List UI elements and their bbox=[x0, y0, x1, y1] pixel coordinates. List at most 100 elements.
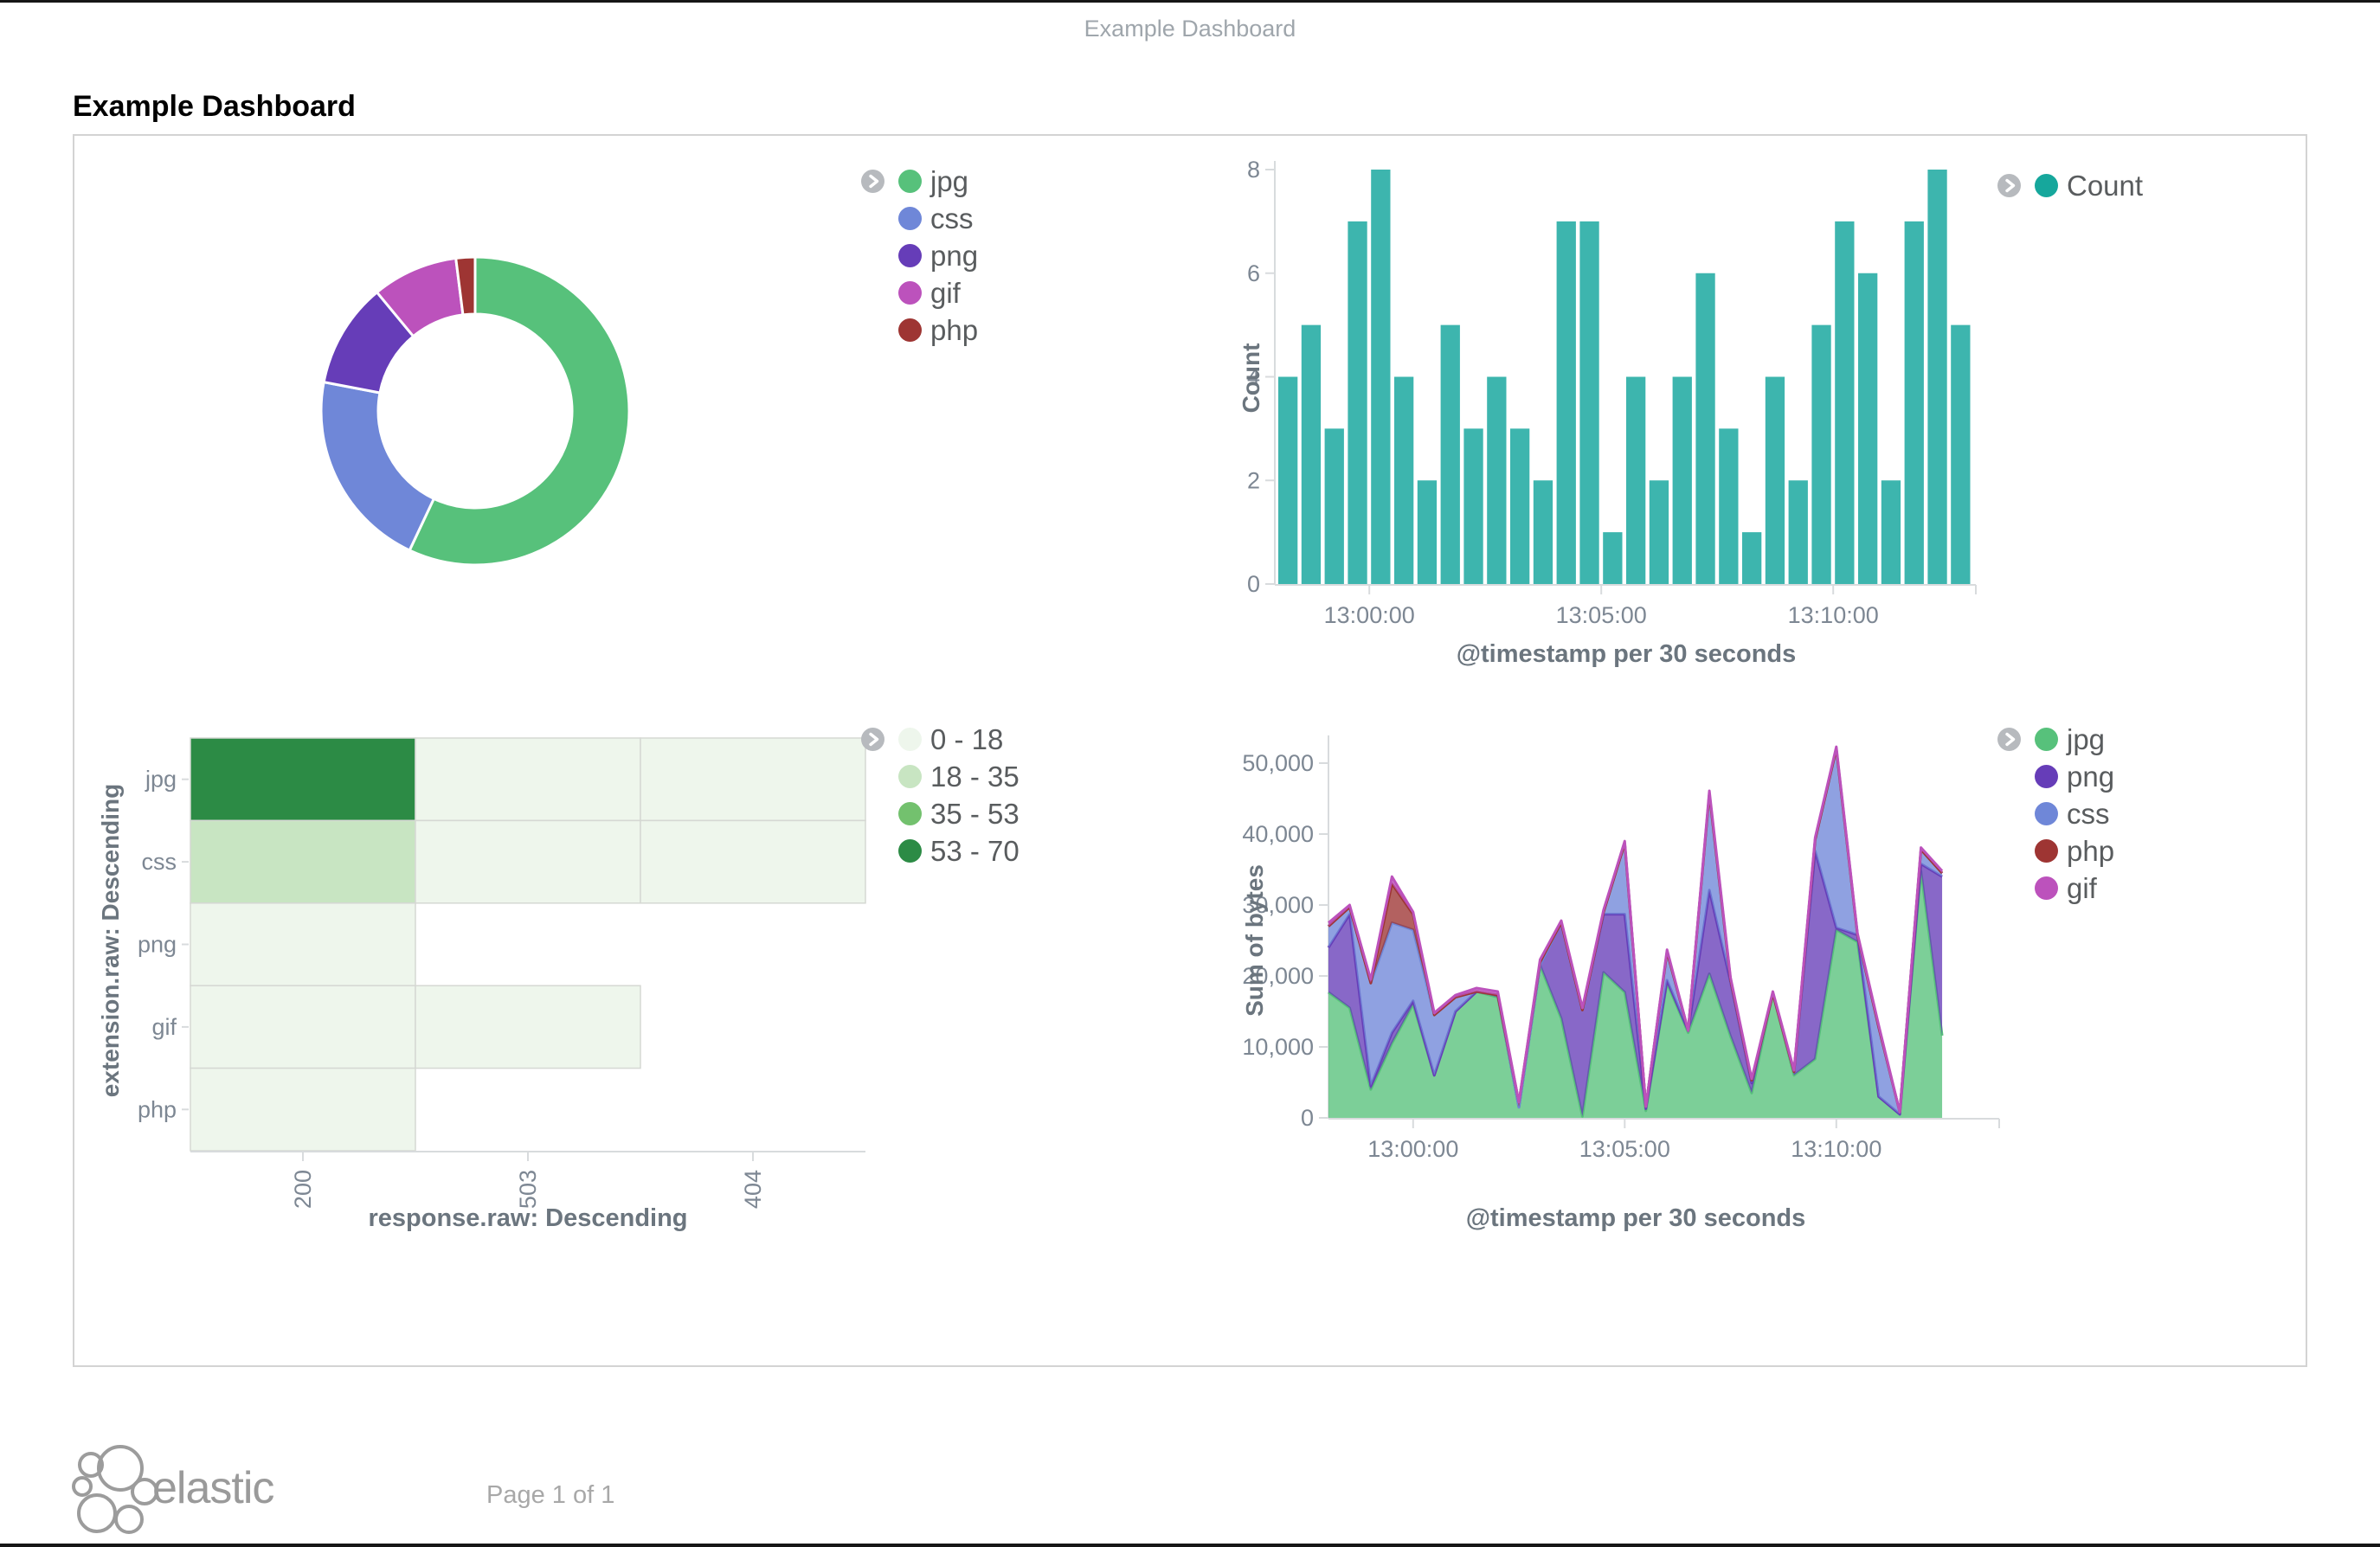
count-bar[interactable] bbox=[1463, 428, 1483, 584]
bar-ytick-label: 8 bbox=[1247, 157, 1260, 183]
count-bar[interactable] bbox=[1324, 428, 1344, 584]
heatmap-legend: 0 - 18 18 - 35 35 - 53 53 - 70 bbox=[861, 722, 1020, 865]
heatmap-cell-css-503[interactable] bbox=[415, 819, 641, 904]
heatmap-row-label: css bbox=[142, 849, 177, 875]
count-bar[interactable] bbox=[1695, 273, 1715, 584]
legend-dot-icon bbox=[2035, 876, 2058, 900]
elastic-wordmark: elastic bbox=[152, 1463, 274, 1513]
count-bar[interactable] bbox=[1603, 532, 1623, 584]
report-header-title: Example Dashboard bbox=[1084, 16, 1296, 42]
count-bar[interactable] bbox=[1626, 376, 1646, 585]
count-bar[interactable] bbox=[1788, 480, 1808, 584]
count-bar[interactable] bbox=[1556, 221, 1576, 584]
bytes-area-chart[interactable]: 0 10,000 20,000 30,000 40,000 50,000 13:00:00 1… bbox=[1220, 727, 2017, 1263]
area-ytick-label: 30,000 bbox=[1242, 892, 1314, 918]
legend-item-gif[interactable]: gif bbox=[1997, 874, 2114, 902]
heatmap-col-label: 503 bbox=[515, 1170, 541, 1209]
bar-xaxis-title: @timestamp per 30 seconds bbox=[1456, 640, 1797, 668]
legend-item-png[interactable]: png bbox=[861, 239, 979, 272]
bar-xtick-label: 13:10:00 bbox=[1788, 602, 1879, 628]
donut-slice-css[interactable] bbox=[319, 381, 435, 552]
donut-slice-php[interactable] bbox=[454, 255, 477, 317]
legend-item-jpg[interactable]: jpg bbox=[861, 164, 978, 197]
count-bar[interactable] bbox=[1881, 480, 1901, 584]
count-bar[interactable] bbox=[1533, 480, 1553, 584]
count-bar[interactable] bbox=[1301, 324, 1322, 584]
chevron-right-icon[interactable] bbox=[861, 169, 884, 193]
legend-label: 35 - 53 bbox=[930, 797, 1020, 830]
heatmap-cell-jpg-404[interactable] bbox=[640, 737, 866, 822]
legend-dot-icon bbox=[2035, 727, 2058, 751]
count-bar[interactable] bbox=[1417, 480, 1438, 584]
donut-slice-jpg[interactable] bbox=[408, 255, 631, 567]
chevron-right-icon[interactable] bbox=[861, 727, 884, 751]
chevron-right-icon[interactable] bbox=[1997, 173, 2021, 197]
count-bar[interactable] bbox=[1371, 170, 1391, 584]
heatmap-cell-css-404[interactable] bbox=[640, 819, 866, 904]
legend-dot-icon bbox=[898, 838, 922, 863]
legend-dot-icon bbox=[2035, 838, 2058, 863]
count-bar[interactable] bbox=[1742, 532, 1762, 584]
area-ytick-label: 20,000 bbox=[1242, 963, 1314, 989]
area-band-png[interactable] bbox=[1328, 851, 1943, 1117]
count-histogram-chart[interactable]: 0 2 4 6 8 13:00:00 13:05:00 13:10:00 bbox=[1220, 147, 2017, 684]
legend-label: jpg bbox=[930, 164, 969, 197]
legend-item-css[interactable]: css bbox=[1997, 797, 2114, 830]
legend-label: gif bbox=[930, 276, 961, 309]
count-bar[interactable] bbox=[1927, 170, 1947, 584]
heatmap-cell-php-200[interactable] bbox=[190, 1067, 416, 1152]
legend-indent bbox=[861, 839, 898, 863]
extensions-donut-chart[interactable] bbox=[293, 229, 657, 593]
legend-item-php[interactable]: php bbox=[1997, 837, 2114, 865]
heatmap-cell-css-200[interactable] bbox=[190, 819, 416, 904]
count-bar[interactable] bbox=[1579, 221, 1599, 584]
count-bar[interactable] bbox=[1835, 221, 1855, 584]
legend-item-gif[interactable]: gif bbox=[861, 276, 978, 309]
count-bar[interactable] bbox=[1348, 221, 1367, 584]
heatmap-cell-gif-503[interactable] bbox=[415, 985, 641, 1069]
heatmap-row-label: jpg bbox=[145, 767, 177, 793]
legend-indent bbox=[1997, 839, 2035, 863]
legend-item-Count[interactable]: Count bbox=[1997, 171, 2143, 200]
heatmap-cell-jpg-200[interactable] bbox=[190, 737, 416, 822]
count-bar[interactable] bbox=[1510, 428, 1530, 584]
area-band-css[interactable] bbox=[1328, 748, 1943, 1114]
heatmap-cell-gif-200[interactable] bbox=[190, 985, 416, 1069]
legend-label: css bbox=[2067, 797, 2110, 830]
count-bar[interactable] bbox=[1951, 324, 1971, 584]
legend-item-53-70[interactable]: 53 - 70 bbox=[861, 837, 1020, 865]
legend-label: 0 - 18 bbox=[930, 722, 1004, 755]
count-bar[interactable] bbox=[1672, 376, 1692, 585]
legend-label: png bbox=[930, 239, 979, 272]
legend-item-css[interactable]: css bbox=[861, 204, 978, 233]
count-bar[interactable] bbox=[1719, 428, 1739, 584]
count-bar[interactable] bbox=[1811, 324, 1831, 584]
donut-legend: jpg css png gif php bbox=[861, 164, 979, 346]
legend-item-0-18[interactable]: 0 - 18 bbox=[861, 722, 1020, 755]
legend-dot-icon bbox=[898, 764, 922, 788]
heatmap-cell-jpg-503[interactable] bbox=[415, 737, 641, 822]
count-bar[interactable] bbox=[1765, 376, 1785, 585]
legend-item-18-35[interactable]: 18 - 35 bbox=[861, 762, 1020, 791]
count-bar[interactable] bbox=[1440, 324, 1460, 584]
heatmap-cell-png-200[interactable] bbox=[190, 902, 416, 986]
response-heatmap-chart[interactable]: jpg css png gif php 200 503 404 bbox=[130, 727, 909, 1263]
count-bar[interactable] bbox=[1649, 480, 1669, 584]
area-line-gif bbox=[1328, 745, 1944, 1114]
legend-dot-icon bbox=[898, 318, 922, 342]
legend-item-35-53[interactable]: 35 - 53 bbox=[861, 797, 1020, 830]
legend-label: php bbox=[930, 313, 979, 346]
count-bar[interactable] bbox=[1858, 273, 1878, 584]
bar-ytick-label: 4 bbox=[1247, 364, 1260, 390]
count-bar[interactable] bbox=[1487, 376, 1507, 585]
legend-indent bbox=[1997, 802, 2035, 825]
legend-item-png[interactable]: png bbox=[1997, 762, 2114, 791]
chevron-right-icon[interactable] bbox=[1997, 727, 2021, 751]
legend-item-jpg[interactable]: jpg bbox=[1997, 725, 2114, 754]
legend-item-php[interactable]: php bbox=[861, 313, 979, 346]
count-bar[interactable] bbox=[1904, 221, 1924, 584]
count-bar[interactable] bbox=[1394, 376, 1414, 585]
count-bar[interactable] bbox=[1278, 376, 1298, 585]
heatmap-row-label: gif bbox=[151, 1014, 177, 1040]
area-ytick-label: 10,000 bbox=[1242, 1034, 1314, 1060]
